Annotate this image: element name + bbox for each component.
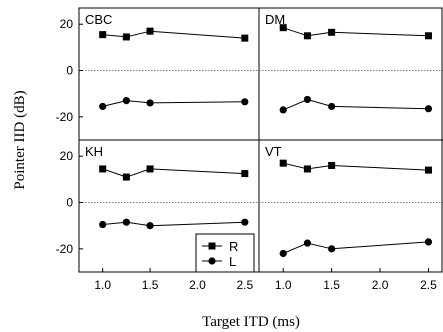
- y-axis: 20 0 -20 20 0 -20: [56, 17, 83, 256]
- series-l: [99, 97, 249, 111]
- data-point-circle: [122, 218, 130, 226]
- x-tick-label: 2.0: [189, 278, 206, 292]
- panel-label: VT: [265, 144, 282, 159]
- legend-label: L: [229, 254, 236, 269]
- data-point-circle: [328, 102, 336, 111]
- data-point-square: [99, 31, 107, 39]
- data-point-circle: [99, 220, 107, 229]
- data-point-square: [99, 165, 107, 173]
- y-axis-title: Pointer IID (dB): [12, 90, 28, 189]
- series-r: [279, 159, 432, 174]
- data-point-circle: [303, 95, 312, 104]
- data-point-square: [424, 166, 432, 174]
- data-point-circle: [424, 238, 433, 246]
- x-tick-label: 2.5: [236, 278, 253, 292]
- data-point-circle: [99, 102, 107, 111]
- y-tick-label: 20: [60, 149, 74, 163]
- series-line: [102, 168, 245, 178]
- series-l: [279, 95, 433, 114]
- x-axis: 1.0 1.5 2.0 2.5 1.0 1.5 2.0 2.5: [94, 268, 437, 292]
- data-point-circle: [424, 105, 433, 113]
- data-point-circle: [279, 106, 287, 114]
- panel-vt: VT: [259, 144, 443, 258]
- data-point-circle: [241, 98, 249, 106]
- legend-entry-r: R: [202, 239, 238, 254]
- series-l: [99, 218, 249, 230]
- data-point-circle: [241, 218, 249, 226]
- y-tick-label: 0: [66, 196, 73, 210]
- series-line: [283, 241, 429, 254]
- panel-cbc: CBC: [79, 12, 259, 111]
- data-point-circle: [279, 249, 287, 258]
- legend-marker-square: [208, 242, 216, 250]
- data-point-circle: [146, 99, 154, 107]
- data-point-circle: [146, 222, 154, 230]
- data-point-square: [279, 24, 287, 32]
- data-point-circle: [122, 97, 130, 105]
- series-line: [102, 100, 245, 107]
- y-tick-label: 20: [60, 17, 74, 31]
- panel-label: DM: [265, 12, 285, 27]
- series-r: [99, 27, 249, 42]
- data-point-square: [122, 173, 130, 181]
- panel-label: KH: [85, 144, 103, 159]
- legend-label: R: [229, 239, 238, 254]
- legend-box: [195, 233, 255, 273]
- data-point-square: [328, 28, 336, 36]
- data-point-circle: [303, 239, 312, 247]
- panels: CBC DM KH VT: [79, 12, 443, 258]
- series-line: [102, 221, 245, 227]
- series-line: [283, 27, 429, 37]
- y-tick-label: 0: [66, 64, 73, 78]
- data-point-square: [303, 32, 311, 40]
- legend-marker-circle: [208, 257, 216, 265]
- panel-label: CBC: [85, 12, 112, 27]
- y-tick-label: -20: [56, 242, 74, 256]
- panel-dm: DM: [259, 12, 443, 114]
- data-point-square: [328, 161, 336, 169]
- series-r: [99, 165, 249, 181]
- series-l: [279, 238, 433, 258]
- data-point-square: [424, 32, 432, 40]
- x-tick-label: 1.0: [94, 278, 111, 292]
- x-tick-label: 1.0: [275, 278, 292, 292]
- x-tick-label: 1.5: [142, 278, 159, 292]
- x-axis-title: Target ITD (ms): [202, 314, 300, 330]
- x-tick-label: 2.5: [420, 278, 437, 292]
- series-line: [283, 98, 429, 111]
- panel-kh: KH: [79, 144, 259, 230]
- data-point-circle: [328, 245, 336, 253]
- series-r: [279, 24, 432, 40]
- x-tick-label: 2.0: [372, 278, 389, 292]
- data-point-square: [241, 170, 249, 178]
- data-point-square: [303, 165, 311, 173]
- data-point-square: [146, 27, 154, 35]
- data-point-square: [279, 159, 287, 167]
- x-tick-label: 1.5: [323, 278, 340, 292]
- y-tick-label: -20: [56, 110, 74, 124]
- data-point-square: [146, 165, 154, 173]
- series-line: [102, 30, 245, 39]
- data-point-square: [241, 34, 249, 42]
- legend-entry-l: L: [202, 254, 236, 269]
- data-point-square: [122, 33, 130, 41]
- legend: RL: [195, 233, 255, 273]
- plot-frame: [78, 7, 443, 273]
- series-line: [283, 162, 429, 171]
